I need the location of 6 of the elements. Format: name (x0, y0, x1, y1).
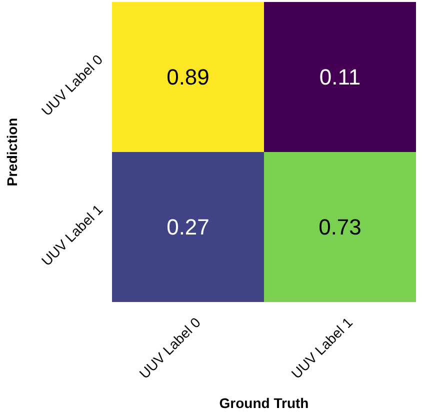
data-label: 0.11 (319, 64, 361, 90)
data-label: 0.89 (166, 64, 210, 90)
y-axis-title: Prediction (4, 118, 20, 186)
data-label: 0.27 (166, 214, 210, 240)
x-axis-title: Ground Truth (219, 395, 309, 411)
data-label: 0.73 (318, 214, 362, 240)
